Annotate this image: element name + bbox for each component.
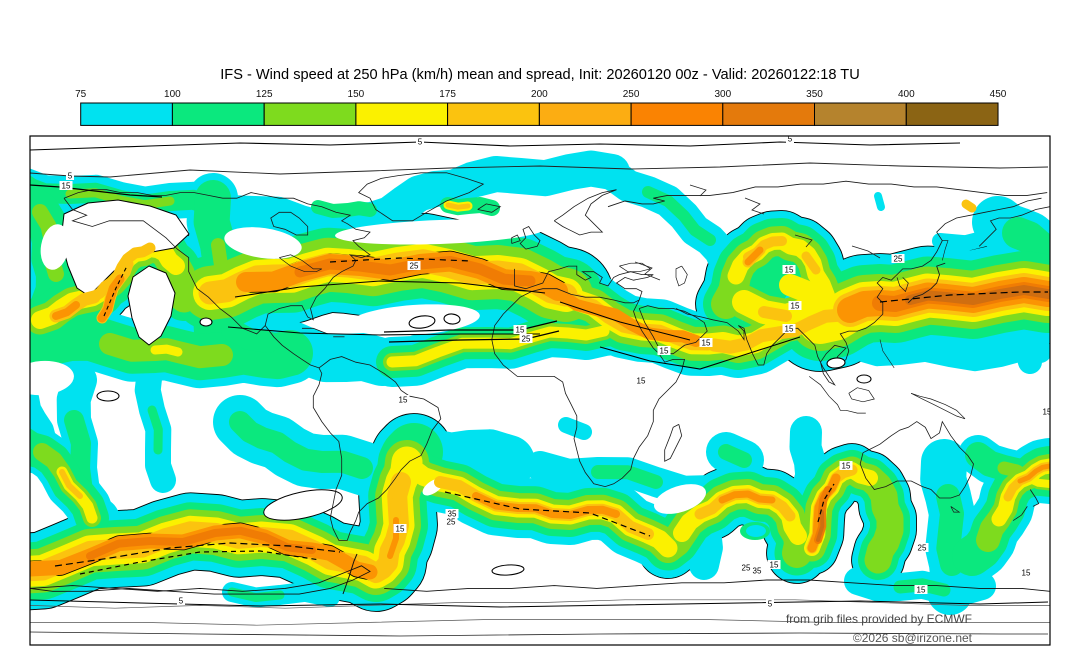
svg-text:15: 15 <box>917 586 926 595</box>
svg-text:400: 400 <box>898 89 915 100</box>
svg-text:15: 15 <box>770 561 779 570</box>
svg-text:350: 350 <box>806 89 823 100</box>
svg-text:25: 25 <box>894 255 903 264</box>
svg-text:250: 250 <box>623 89 640 100</box>
svg-text:75: 75 <box>75 89 87 100</box>
svg-text:200: 200 <box>531 89 548 100</box>
svg-text:15: 15 <box>62 182 71 191</box>
svg-text:15: 15 <box>1043 408 1052 417</box>
svg-text:25: 25 <box>918 544 927 553</box>
svg-text:15: 15 <box>399 396 408 405</box>
svg-text:IFS - Wind speed at 250 hPa (k: IFS - Wind speed at 250 hPa (km/h) mean … <box>220 67 860 83</box>
svg-text:300: 300 <box>714 89 731 100</box>
svg-text:15: 15 <box>842 462 851 471</box>
svg-text:125: 125 <box>256 89 273 100</box>
svg-text:5: 5 <box>68 172 73 181</box>
svg-text:25: 25 <box>410 262 419 271</box>
svg-text:25: 25 <box>742 564 751 573</box>
svg-text:15: 15 <box>702 339 711 348</box>
svg-text:35: 35 <box>448 510 457 519</box>
svg-text:15: 15 <box>516 326 525 335</box>
svg-text:5: 5 <box>788 135 793 144</box>
svg-text:15: 15 <box>660 347 669 356</box>
svg-text:175: 175 <box>439 89 456 100</box>
svg-text:15: 15 <box>785 325 794 334</box>
svg-text:25: 25 <box>522 335 531 344</box>
svg-text:450: 450 <box>990 89 1007 100</box>
svg-text:©2026 sb@irizone.net: ©2026 sb@irizone.net <box>853 631 973 645</box>
svg-text:15: 15 <box>785 266 794 275</box>
svg-text:15: 15 <box>637 377 646 386</box>
svg-text:15: 15 <box>1022 569 1031 578</box>
svg-text:from grib files provided by EC: from grib files provided by ECMWF <box>786 612 972 626</box>
svg-text:15: 15 <box>791 302 800 311</box>
svg-text:25: 25 <box>447 518 456 527</box>
svg-text:5: 5 <box>179 597 184 606</box>
svg-text:35: 35 <box>753 567 762 576</box>
svg-text:15: 15 <box>396 525 405 534</box>
svg-text:150: 150 <box>348 89 365 100</box>
svg-text:5: 5 <box>418 138 423 147</box>
svg-text:5: 5 <box>768 600 773 609</box>
svg-text:100: 100 <box>164 89 181 100</box>
